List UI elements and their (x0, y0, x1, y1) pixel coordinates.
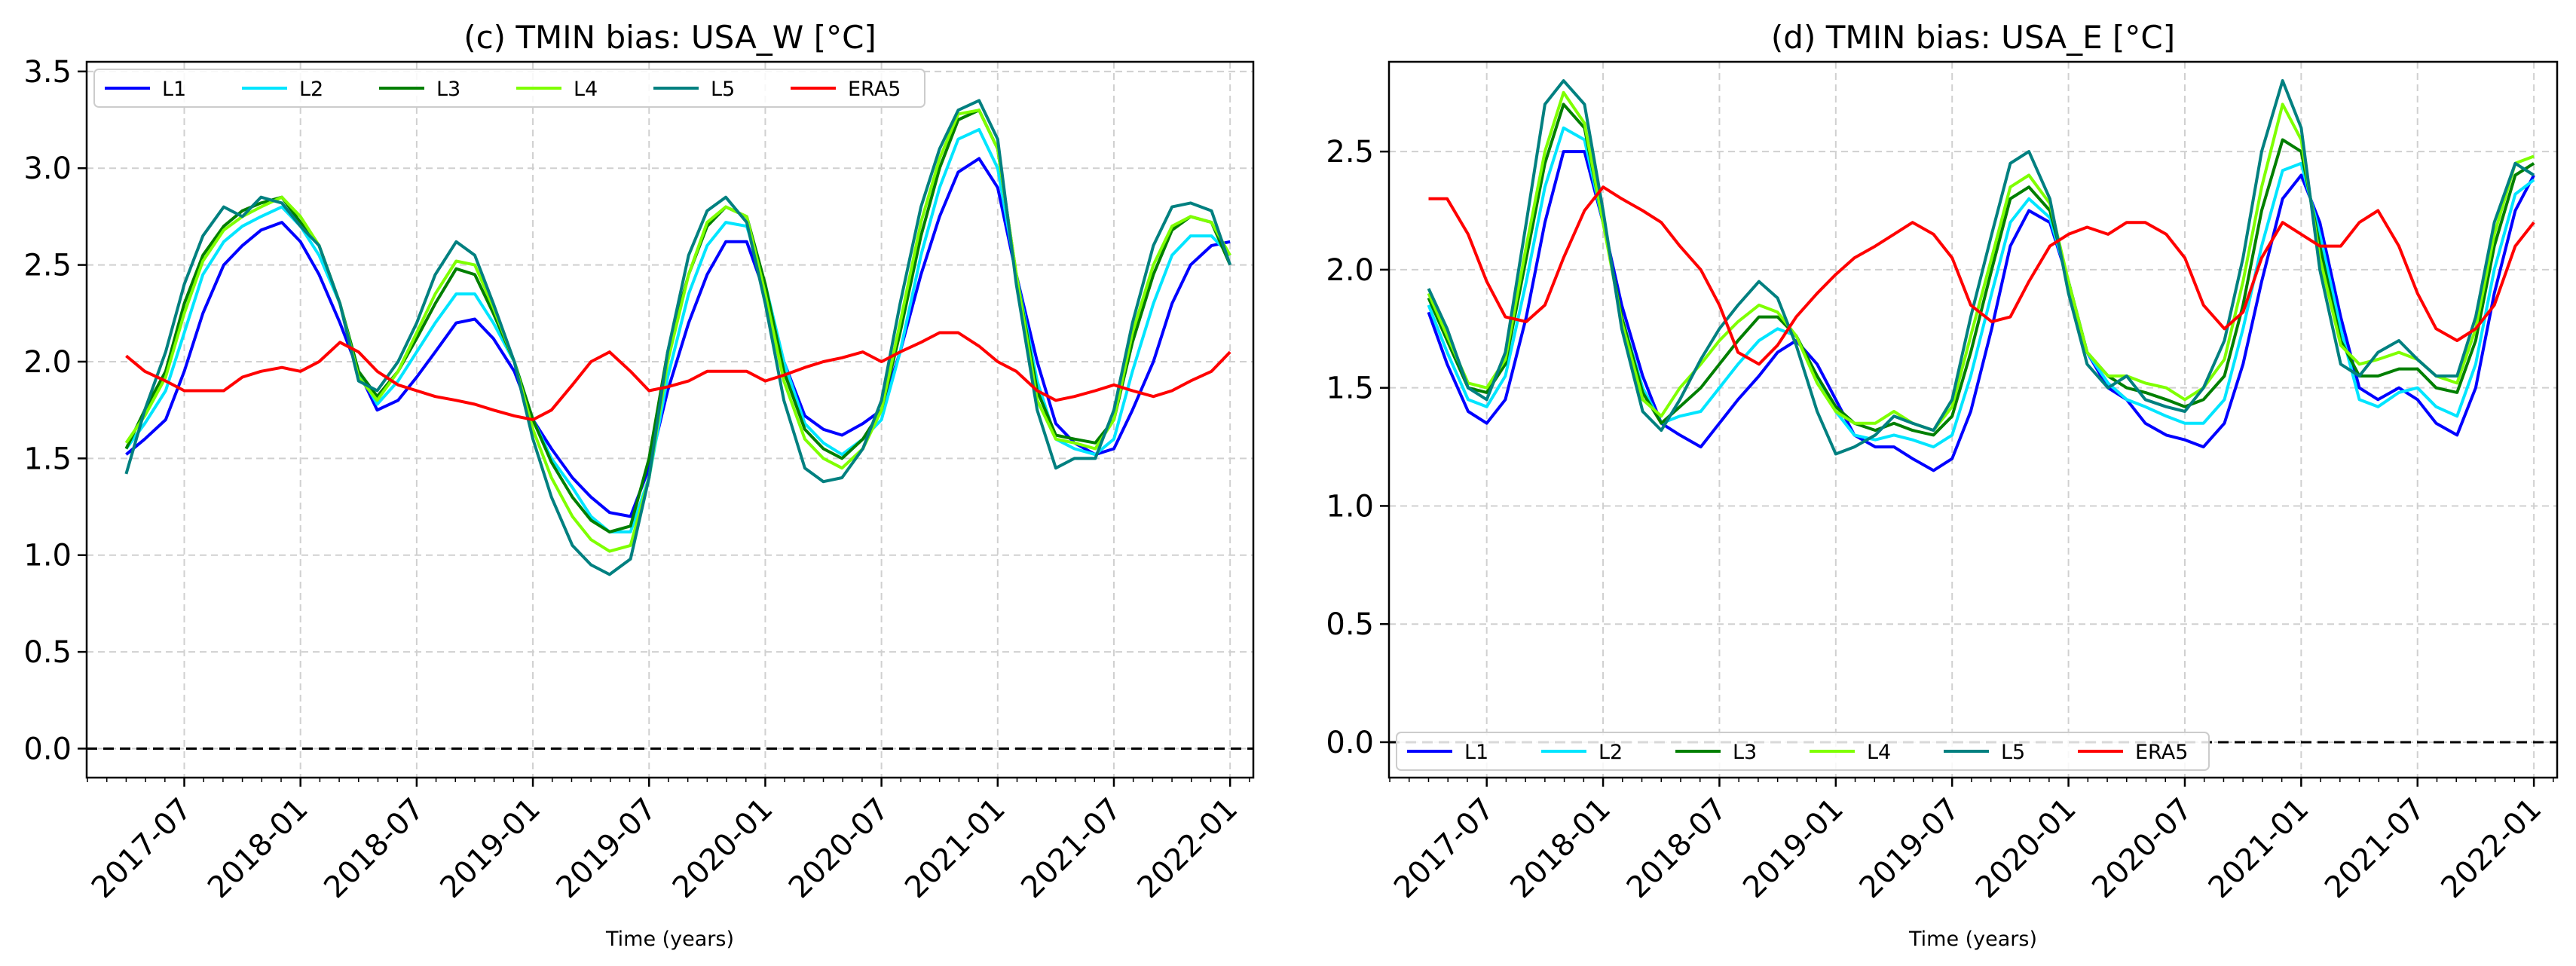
legend-item-l4: L4 (1810, 741, 1891, 764)
y-tick-label: 1.5 (23, 442, 72, 476)
legend-item-era5: ERA5 (791, 78, 901, 101)
x-tick-label: 2019-01 (1736, 792, 1850, 906)
series-lines (1427, 79, 2535, 472)
legend-item-l1: L1 (1407, 741, 1488, 764)
y-tick-label: 0.0 (1326, 726, 1374, 760)
x-tick-label: 2019-01 (433, 792, 547, 906)
axes-frame (85, 60, 1255, 779)
legend-label: L2 (1599, 741, 1623, 764)
x-tick-label: 2021-07 (1014, 792, 1128, 906)
legend-label: L4 (1867, 741, 1891, 764)
x-tick-label: 2017-07 (1387, 792, 1501, 906)
x-tick-label: 2021-01 (898, 792, 1012, 906)
legend-label: ERA5 (848, 78, 901, 101)
plot-frame (1387, 60, 2559, 779)
legend-item-l2: L2 (242, 78, 323, 101)
x-tick-label: 2020-07 (782, 792, 896, 906)
legend-label: L4 (574, 78, 598, 101)
y-tick-label: 0.0 (23, 732, 72, 766)
x-axis-label: Time (years) (605, 928, 734, 951)
x-tick-label: 2022-01 (1131, 792, 1245, 906)
y-tick-label: 0.5 (1326, 607, 1374, 642)
panel-usa-east: (d) TMIN bias: USA_E [°C] Time (years) 0… (1326, 19, 2559, 951)
y-tick-label: 1.0 (1326, 489, 1374, 524)
x-tick-label: 2019-07 (550, 792, 664, 906)
y-tick-label: 0.5 (23, 635, 72, 670)
series-line-era5 (125, 331, 1231, 421)
legend-item-era5: ERA5 (2078, 741, 2188, 764)
legend-label: L1 (162, 78, 186, 101)
x-tick-label: 2020-01 (1969, 792, 2083, 906)
x-tick-label: 2020-07 (2085, 792, 2199, 906)
x-tick-label: 2018-07 (317, 792, 431, 906)
series-line-l5 (1427, 79, 2535, 456)
y-tick-label: 2.5 (1326, 135, 1374, 170)
legend-item-l5: L5 (653, 78, 735, 101)
legend-label: L5 (2001, 741, 2025, 764)
series-line-l2 (124, 127, 1231, 533)
series-line-l1 (125, 157, 1231, 518)
x-tick-label: 2022-01 (2434, 792, 2548, 906)
legend-box (1396, 732, 2210, 771)
series-line-l4 (1427, 90, 2535, 433)
panel-usa-west: (c) TMIN bias: USA_W [°C] Time (years) 0… (23, 19, 1255, 951)
x-axis-label: Time (years) (1908, 928, 2037, 951)
series-line-l5 (124, 99, 1232, 576)
y-tick-label: 2.0 (23, 345, 72, 380)
x-tick-label: 2017-07 (85, 792, 199, 906)
y-tick-label: 2.0 (1326, 253, 1374, 288)
x-tick-label: 2021-01 (2202, 792, 2316, 906)
legend-label: L5 (711, 78, 735, 101)
legend-item-l3: L3 (1675, 741, 1757, 764)
axes-frame (1387, 60, 2559, 779)
chart-title: (d) TMIN bias: USA_E [°C] (1771, 19, 2175, 56)
series-line-era5 (1428, 185, 2535, 366)
y-tick-label: 3.5 (23, 55, 72, 90)
y-tick-label: 3.0 (23, 151, 72, 186)
legend: L1 L2 L3 L4 L5 ERA5 (1396, 732, 2210, 771)
legend-item-l4: L4 (516, 78, 598, 101)
legend-item-l5: L5 (1944, 741, 2025, 764)
y-tick-label: 1.5 (1326, 371, 1374, 406)
legend-label: L1 (1464, 741, 1488, 764)
chart-title: (c) TMIN bias: USA_W [°C] (463, 19, 877, 56)
legend-item-l3: L3 (379, 78, 460, 101)
x-tick-label: 2018-01 (1504, 792, 1617, 906)
series-lines (124, 99, 1232, 576)
x-tick-label: 2018-01 (201, 792, 315, 906)
x-tick-label: 2018-07 (1620, 792, 1734, 906)
legend-label: L2 (299, 78, 323, 101)
gridlines (1389, 62, 2557, 778)
series-line-l4 (124, 109, 1231, 553)
gridlines (87, 62, 1253, 778)
legend-label: ERA5 (2135, 741, 2188, 764)
legend-label: L3 (1733, 741, 1757, 764)
legend-label: L3 (436, 78, 460, 101)
plot-frame (85, 60, 1255, 779)
legend-box (93, 69, 925, 108)
y-tick-label: 2.5 (23, 249, 72, 283)
y-tick-label: 1.0 (23, 539, 72, 573)
x-tick-label: 2019-07 (1853, 792, 1967, 906)
legend: L1 L2 L3 L4 L5 ERA5 (93, 69, 925, 108)
legend-item-l1: L1 (105, 78, 186, 101)
x-tick-label: 2021-07 (2318, 792, 2432, 906)
x-tick-label: 2020-01 (666, 792, 780, 906)
legend-item-l2: L2 (1541, 741, 1623, 764)
